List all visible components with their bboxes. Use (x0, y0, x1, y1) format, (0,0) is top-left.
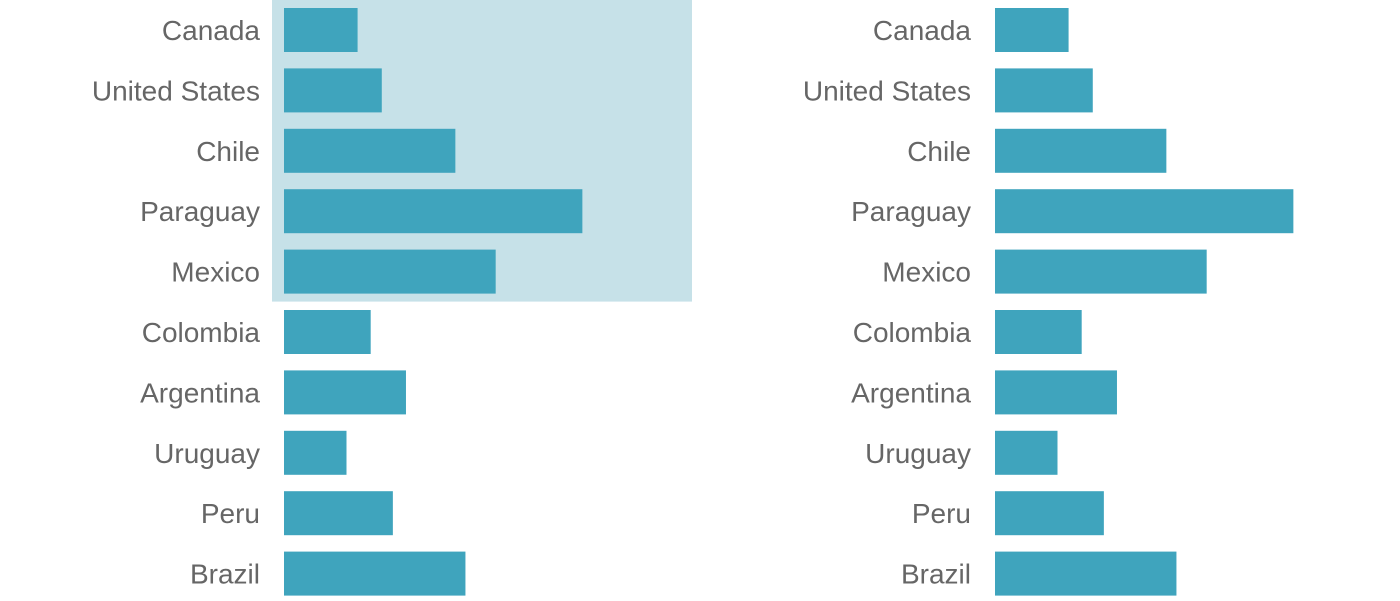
category-label-colombia: Colombia (853, 317, 972, 348)
bar-uruguay (995, 430, 1058, 475)
bar-brazil (995, 551, 1177, 596)
bar-chile (995, 128, 1167, 173)
bar-peru (284, 491, 393, 536)
bar-paraguay (284, 189, 583, 234)
bar-mexico (284, 249, 496, 294)
category-label-peru: Peru (201, 498, 260, 529)
category-label-brazil: Brazil (190, 559, 260, 590)
category-label-canada: Canada (162, 15, 261, 46)
category-label-brazil: Brazil (901, 559, 971, 590)
category-label-peru: Peru (912, 498, 971, 529)
category-label-argentina: Argentina (140, 377, 260, 408)
category-label-mexico: Mexico (171, 257, 260, 288)
category-label-chile: Chile (907, 136, 971, 167)
bar-canada (284, 8, 358, 52)
category-label-colombia: Colombia (142, 317, 261, 348)
category-label-united-states: United States (803, 75, 971, 106)
bar-uruguay (284, 430, 347, 475)
bar-argentina (995, 370, 1117, 415)
bar-peru (995, 491, 1104, 536)
category-label-uruguay: Uruguay (865, 438, 971, 469)
category-label-paraguay: Paraguay (851, 196, 971, 227)
bar-chile (284, 128, 456, 173)
bar-canada (995, 8, 1069, 52)
bar-chart-right: Canada United States Chile Paraguay Mexico Co… (803, 8, 1294, 596)
category-label-mexico: Mexico (882, 257, 971, 288)
bar-colombia (995, 310, 1082, 354)
bar-colombia (284, 310, 371, 354)
bar-united-states (995, 68, 1093, 113)
bar-mexico (995, 249, 1207, 294)
category-label-united-states: United States (92, 75, 260, 106)
category-label-argentina: Argentina (851, 377, 971, 408)
bar-chart-left: Canada United States Chile Paraguay Mexico Co… (92, 0, 692, 596)
bar-paraguay (995, 189, 1294, 234)
category-label-canada: Canada (873, 15, 972, 46)
category-label-chile: Chile (196, 136, 260, 167)
category-label-paraguay: Paraguay (140, 196, 260, 227)
category-label-uruguay: Uruguay (154, 438, 260, 469)
bar-brazil (284, 551, 466, 596)
bar-united-states (284, 68, 382, 113)
bar-argentina (284, 370, 406, 415)
